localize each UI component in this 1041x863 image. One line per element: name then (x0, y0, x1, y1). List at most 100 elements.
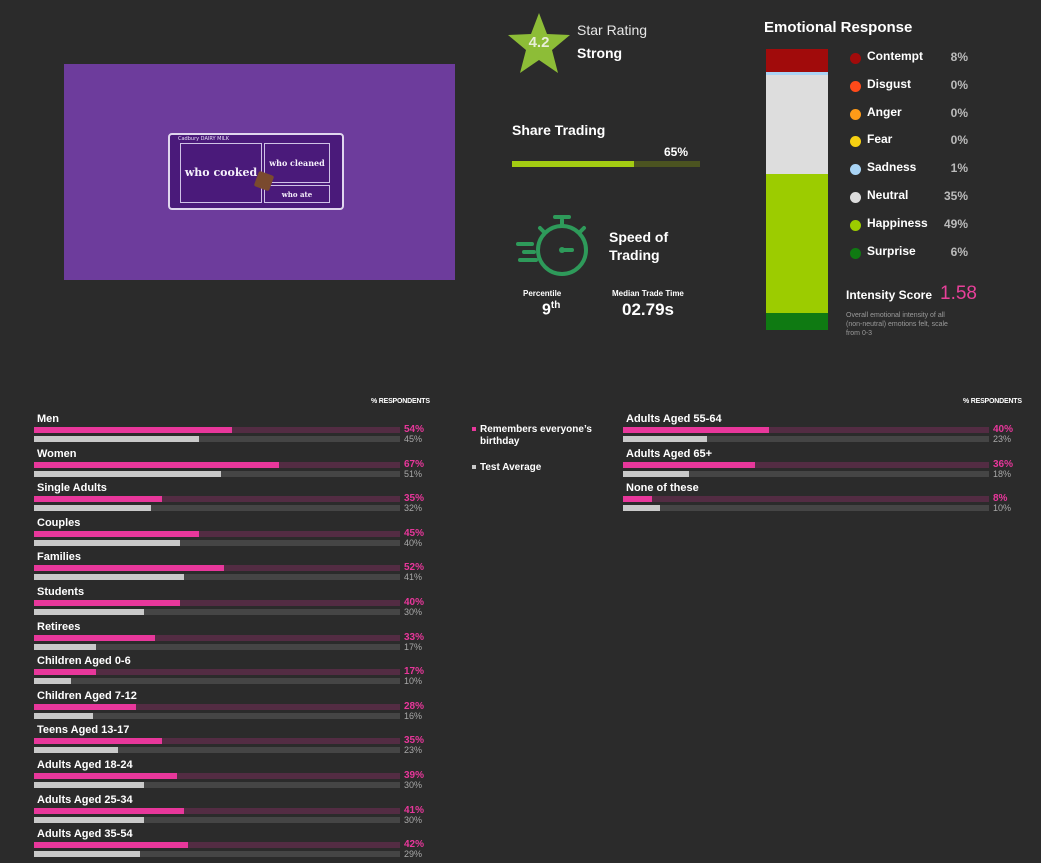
average-bar-fill (34, 539, 181, 546)
stopwatch-icon (516, 215, 588, 276)
panel-who-cooked: who cooked (180, 143, 262, 203)
demographic-name: Children Aged 7-12 (37, 689, 137, 702)
surprise-dot-icon (850, 247, 861, 259)
average-value: 45% (404, 434, 423, 444)
contempt-dot-icon (850, 53, 861, 64)
intensity-score-label: Intensity Score (846, 288, 933, 302)
demographic-row: Adults Aged 25-34 41% 30% (34, 794, 429, 829)
sadness-dot-icon (850, 164, 861, 176)
respondent-bar (34, 427, 400, 433)
respondent-bar (34, 634, 400, 641)
ad-thumbnail[interactable]: Cadbury DAIRY MILK who cooked who cleane… (64, 64, 455, 280)
average-bar (34, 470, 400, 477)
respondent-bar (34, 530, 400, 537)
emotion-row-surprise: Surprise 6% (850, 244, 990, 262)
legend-swatch-primary (472, 427, 476, 431)
percentile-suffix: th (550, 300, 561, 311)
intensity-score-value: 1.58 (940, 283, 977, 304)
average-bar (34, 816, 400, 823)
demographic-name: None of these (626, 482, 699, 495)
demographic-name: Women (37, 447, 77, 460)
demographic-name: Adults Aged 55-64 (626, 413, 722, 425)
respondent-bar (34, 600, 400, 606)
speed-of-trading-title: Speed of Trading (609, 229, 669, 263)
respondent-value: 28% (404, 700, 425, 712)
share-trading-title: Share Trading (512, 122, 606, 138)
respondent-bar-fill (34, 669, 97, 676)
respondent-bar-fill (34, 807, 185, 814)
emotion-stacked-bar (766, 49, 828, 330)
average-bar (34, 609, 400, 615)
emotion-value: 1% (950, 161, 968, 176)
emotion-bar-segment-contempt (766, 49, 828, 72)
demographic-name: Students (37, 586, 85, 598)
average-bar-fill (34, 816, 144, 823)
average-bar (623, 470, 989, 477)
demographic-name: Single Adults (37, 482, 107, 495)
average-value: 10% (993, 503, 1012, 514)
average-bar-fill (34, 470, 221, 477)
average-value: 23% (993, 434, 1012, 444)
respondent-bar-fill (623, 461, 755, 468)
respondents-header-right: % RESPONDENTS (963, 398, 1022, 405)
average-bar (34, 574, 400, 581)
demographic-row: None of these 8% 10% (623, 482, 1018, 517)
emotional-response-title: Emotional Response (764, 19, 913, 36)
average-bar (623, 505, 989, 512)
demographic-row: Teens Aged 13-17 35% 23% (34, 724, 429, 759)
emotion-label: Neutral (867, 188, 909, 202)
average-value: 16% (404, 710, 423, 721)
average-value: 29% (404, 849, 423, 860)
emotion-row-contempt: Contempt 8% (850, 49, 990, 67)
respondent-value: 41% (404, 804, 425, 816)
average-bar-fill (34, 851, 141, 858)
panel-who-cleaned: who cleaned (264, 143, 330, 183)
average-bar-fill (34, 782, 144, 788)
average-bar-fill (623, 436, 708, 442)
emotion-value: 6% (950, 244, 968, 259)
respondent-bar-fill (34, 703, 137, 710)
star-rating-value: 4.2 (528, 34, 550, 51)
demographic-row: Men 54% 45% (34, 413, 429, 448)
emotion-label: Sadness (867, 160, 917, 175)
emotion-bar-segment-surprise (766, 312, 828, 330)
median-trade-time-value: 02.79s (622, 300, 674, 319)
respondent-bar (34, 669, 400, 676)
average-bar (34, 782, 400, 788)
respondent-bar-fill (34, 427, 232, 433)
respondent-value: 17% (404, 666, 425, 678)
demographic-name: Adults Aged 65+ (626, 447, 713, 460)
emotion-label: Contempt (867, 49, 923, 63)
average-bar-fill (34, 747, 119, 754)
emotion-row-anger: Anger 0% (850, 105, 990, 123)
emotion-label: Anger (867, 104, 902, 119)
average-bar (34, 851, 400, 858)
respondent-bar (34, 807, 400, 814)
respondent-value: 33% (404, 631, 425, 643)
emotion-row-sadness: Sadness 1% (850, 160, 990, 178)
legend-secondary-label: Test Average (480, 462, 542, 473)
respondent-value: 42% (404, 839, 425, 851)
demographic-name: Men (37, 413, 59, 425)
average-bar-fill (623, 470, 689, 477)
demographic-row: Families 52% 41% (34, 551, 429, 586)
average-bar (34, 712, 400, 719)
average-bar (34, 436, 400, 442)
emotion-value: 0% (950, 77, 968, 92)
respondent-bar-fill (34, 565, 225, 572)
demographic-row: Single Adults 35% 32% (34, 482, 429, 517)
demographic-row: Retirees 33% 17% (34, 621, 429, 656)
respondent-bar (34, 773, 400, 779)
share-trading-value: 65% (664, 145, 689, 159)
demographic-name: Families (37, 551, 82, 564)
demographic-row: Children Aged 0-6 17% 10% (34, 655, 429, 690)
emotion-label: Happiness (867, 215, 928, 230)
percentile-value: 9th (542, 300, 561, 319)
respondent-bar-fill (34, 461, 280, 468)
respondent-value: 36% (993, 458, 1014, 470)
demographic-name: Adults Aged 25-34 (37, 793, 133, 806)
emotion-label: Disgust (867, 76, 912, 91)
average-value: 10% (404, 676, 423, 687)
legend-primary-label: Remembers everyone’s birthday (480, 424, 592, 447)
share-trading-bar (512, 161, 700, 167)
